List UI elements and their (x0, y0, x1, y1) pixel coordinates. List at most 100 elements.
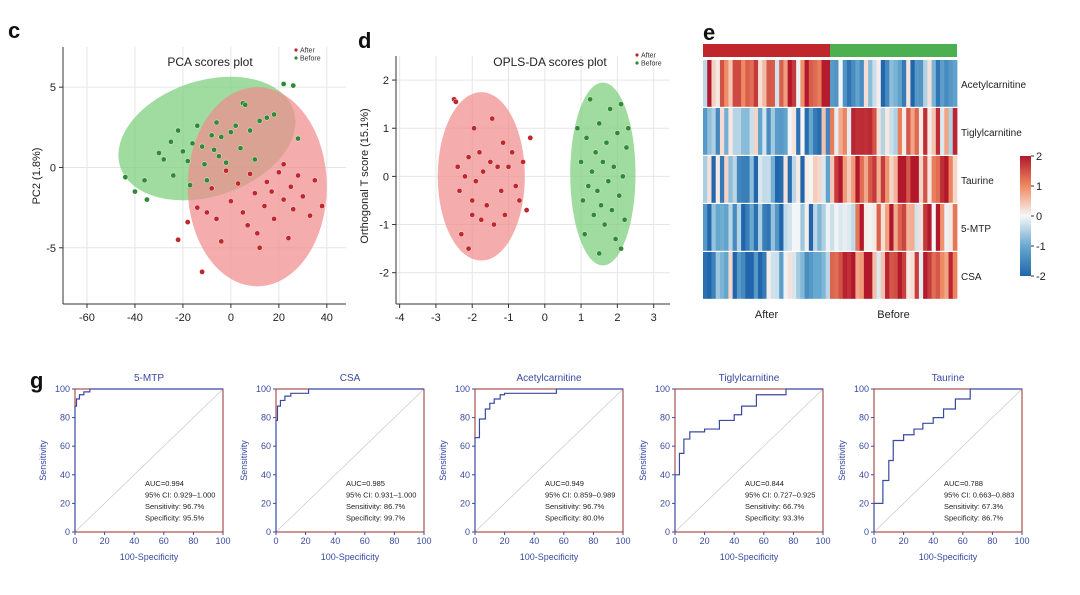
heatmap-row-labels: Acetylcarnitine Tiglylcarnitine Taurine 5-M… (961, 80, 1026, 283)
point-after (465, 245, 472, 252)
heatmap-cell (783, 60, 789, 107)
heatmap-cell (914, 60, 920, 107)
heatmap-cell (876, 204, 882, 251)
heatmap-cell (774, 252, 780, 299)
heatmap-cell (711, 204, 717, 251)
roc-y-tick-label: 0 (266, 527, 271, 537)
point-after (473, 178, 479, 185)
heatmap-cell (741, 108, 746, 155)
panel-letter-c: c (8, 18, 20, 43)
heatmap-cell (838, 252, 844, 299)
point-before (242, 102, 249, 108)
heatmap-cell (846, 204, 852, 251)
roc-stat-line: Sensitivity: 66.7% (745, 502, 805, 511)
point-before (232, 122, 239, 129)
opls-legend-after: After (641, 53, 656, 60)
roc-y-label: Sensitivity (837, 440, 847, 481)
heatmap-cell (842, 156, 848, 203)
roc-y-tick-label: 40 (60, 470, 70, 480)
heatmap-cell (893, 108, 899, 155)
heatmap-cell (918, 108, 924, 155)
heatmap-cell (948, 204, 954, 251)
heatmap-cell (931, 108, 937, 155)
heatmap-cell (855, 60, 861, 107)
heatmap-cell (935, 60, 941, 107)
heatmap-cell (796, 60, 801, 107)
point-after (487, 159, 494, 165)
point-after (199, 269, 205, 275)
heatmap-cell (855, 156, 861, 203)
ellipse-after (437, 92, 525, 261)
point-before (271, 111, 277, 118)
heatmap-cell (825, 60, 831, 107)
heatmap-cell (766, 156, 772, 203)
roc-x-tick-label: 100 (615, 536, 630, 546)
x-tick-label: 40 (321, 312, 333, 324)
point-after (491, 221, 497, 228)
roc-chart-csa: CSA 00 20 20 40 40 60 60 80 80 100 100 100-Specifici… (239, 373, 432, 562)
heatmap-cell (724, 60, 729, 107)
point-before (610, 163, 617, 170)
roc-diagonal (474, 388, 624, 533)
point-before (574, 125, 581, 132)
pca-legend: After Before (294, 48, 321, 63)
roc-x-tick-label: 20 (899, 536, 909, 546)
heatmap-cell (791, 60, 797, 107)
heatmap-cell (791, 108, 797, 155)
opls-y-ticks: 2 1 0 -1 -2 (379, 75, 396, 280)
heatmap-cell (715, 108, 721, 155)
roc-x-tick-label: 20 (700, 536, 710, 546)
heatmap-cell (817, 252, 822, 299)
point-after (252, 190, 258, 196)
point-before (122, 174, 129, 180)
heatmap-cell (813, 204, 818, 251)
point-after (247, 171, 253, 177)
heatmap-cell (851, 108, 856, 155)
heatmap-cell (855, 204, 861, 251)
heatmap-cell (787, 108, 793, 155)
roc-x-tick-label: 0 (672, 536, 677, 546)
heatmap-cell (808, 252, 814, 299)
heatmap-cell (842, 204, 848, 251)
heatmap-cell (715, 252, 721, 299)
point-before (620, 173, 626, 180)
roc-y-tick-label: 60 (859, 441, 869, 451)
y-tick-label: -1 (379, 220, 389, 232)
point-before (199, 143, 205, 150)
heatmap-cell (783, 204, 789, 251)
point-after (288, 183, 294, 190)
heatmap-cell (927, 108, 932, 155)
y-tick-label: 2 (383, 75, 389, 87)
heatmap-cell (762, 204, 767, 251)
heatmap-column-group-labels: After Before (755, 309, 910, 321)
heatmap-cell (703, 204, 708, 251)
pca-y-ticks: 5 0 -5 (46, 82, 63, 255)
point-before (237, 145, 244, 151)
heatmap-cell (783, 156, 789, 203)
x-tick-label: -2 (467, 312, 477, 324)
point-before (213, 119, 220, 126)
point-before (168, 138, 174, 145)
heatmap-cell (830, 156, 835, 203)
roc-stat-line: 95% CI: 0.929–1.000 (145, 491, 215, 500)
point-before (625, 125, 632, 132)
heatmap-cell (808, 204, 814, 251)
point-after (271, 216, 277, 222)
roc-chart-5-mtp: 5-MTP 00 20 20 40 40 60 60 80 80 100 100 100-Specifi… (38, 373, 231, 562)
roc-x-tick-label: 0 (273, 536, 278, 546)
heatmap-cell (952, 108, 958, 155)
roc-curve (873, 388, 1022, 532)
heatmap-cell (872, 252, 877, 299)
heatmap-cell (804, 156, 810, 203)
roc-y-tick-label: 20 (460, 498, 470, 508)
heatmap-cell (859, 252, 865, 299)
heatmap-cell (817, 60, 822, 107)
heatmap-cell (901, 108, 907, 155)
heatmap-cell (753, 108, 759, 155)
point-after (469, 212, 476, 218)
colorbar-tick-label: 0 (1036, 211, 1042, 223)
heatmap-cell (901, 252, 907, 299)
heatmap-cell (889, 108, 894, 155)
heatmap-cell (885, 156, 890, 203)
heatmap-cell (935, 204, 941, 251)
